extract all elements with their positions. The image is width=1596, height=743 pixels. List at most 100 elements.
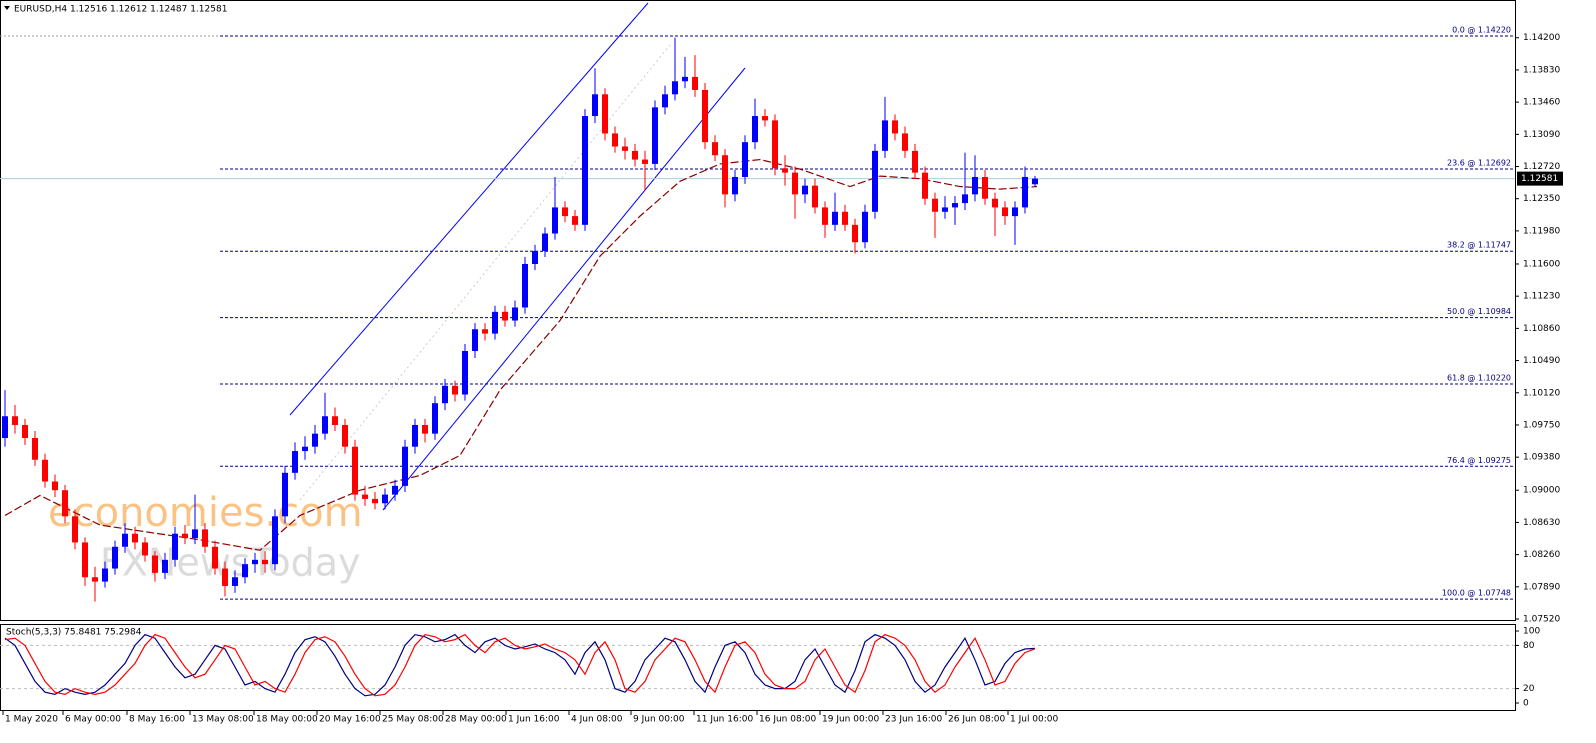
candle-body	[382, 494, 388, 504]
candle-body	[372, 498, 378, 504]
candle-body	[702, 89, 708, 143]
candle-body	[832, 211, 838, 225]
menu-arrow[interactable]	[4, 6, 10, 10]
x-tick-label: 20 May 16:00	[319, 715, 381, 725]
candle-body	[672, 81, 678, 95]
candle-body	[762, 116, 768, 121]
candle-body	[982, 176, 988, 199]
y-tick-label: 1.09750	[1523, 420, 1560, 430]
candle-body	[252, 559, 258, 565]
candle-body	[482, 329, 488, 334]
candle-body	[592, 94, 598, 117]
candle-body	[612, 133, 618, 147]
candle-body	[652, 107, 658, 164]
y-tick-label: 1.13830	[1523, 65, 1560, 75]
x-tick-label: 25 May 08:00	[382, 715, 444, 725]
candle-body	[52, 481, 58, 491]
candle-body	[842, 211, 848, 225]
candle-body	[732, 176, 738, 195]
x-tick-label: 11 Jun 16:00	[696, 715, 753, 725]
candle-body	[362, 494, 368, 499]
candle-body	[902, 133, 908, 151]
candle-body	[112, 546, 118, 569]
x-tick-label: 9 Jun 00:00	[633, 715, 685, 725]
x-tick-label: 19 Jun 00:00	[822, 715, 879, 725]
stoch-line	[4, 633, 1036, 697]
candle-body	[792, 172, 798, 195]
y-tick-label: 1.11980	[1523, 226, 1560, 236]
candle-body	[572, 216, 578, 225]
candle-body	[662, 94, 668, 108]
candle-body	[72, 516, 78, 543]
candle-body	[192, 529, 198, 539]
candle-body	[292, 451, 298, 473]
main-frame	[0, 0, 1516, 621]
y-tick-label: 1.12720	[1523, 162, 1560, 172]
moving-average	[4, 158, 1038, 551]
y-tick-label: 1.09000	[1523, 486, 1560, 496]
candle-body	[462, 350, 468, 395]
candle-body	[172, 533, 178, 560]
y-tick-label: 1.11600	[1523, 259, 1560, 269]
fib-label: 0.0 @ 1.14220	[1452, 26, 1511, 35]
candle-body	[922, 172, 928, 199]
candle-body	[552, 207, 558, 234]
candle-body	[422, 424, 428, 434]
candle-body	[32, 438, 38, 460]
candle-body	[1012, 207, 1018, 217]
x-tick-label: 28 May 00:00	[445, 715, 507, 725]
y-tick-label: 1.09380	[1523, 453, 1560, 463]
candle-body	[502, 311, 508, 321]
candle-body	[952, 203, 958, 208]
x-tick-label: 6 May 00:00	[65, 715, 121, 725]
candle-body	[872, 150, 878, 212]
candle-body	[582, 116, 588, 225]
candle-body	[822, 207, 828, 225]
channel-line	[289, 2, 649, 416]
candle-body	[142, 542, 148, 556]
candle-body	[42, 459, 48, 482]
candle-body	[232, 577, 238, 586]
candle-body	[62, 490, 68, 517]
chart-title: EURUSD,H4 1.12516 1.12612 1.12487 1.1258…	[14, 5, 227, 15]
candle-body	[622, 146, 628, 151]
candle-body	[642, 159, 648, 164]
candle-body	[152, 555, 158, 573]
candle-body	[772, 120, 778, 169]
fib-label: 23.6 @ 1.12692	[1447, 158, 1511, 167]
candle-body	[562, 207, 568, 217]
x-tick-label: 16 Jun 08:00	[759, 715, 816, 725]
candle-body	[162, 559, 168, 573]
candle-body	[322, 416, 328, 434]
candle-body	[752, 116, 758, 143]
candle-body	[262, 559, 268, 565]
candle-body	[912, 150, 918, 173]
x-tick-label: 13 May 08:00	[192, 715, 254, 725]
candle-body	[892, 120, 898, 134]
x-tick-label: 23 Jun 16:00	[885, 715, 942, 725]
stoch-tick-label: 100	[1523, 627, 1540, 637]
candle-body	[222, 568, 228, 586]
y-tick-label: 1.14200	[1523, 33, 1560, 43]
x-tick-label: 1 May 2020	[5, 715, 58, 725]
candle-body	[402, 446, 408, 486]
candle-body	[22, 424, 28, 439]
y-tick-label: 1.12350	[1523, 194, 1560, 204]
candle-body	[122, 533, 128, 547]
candle-body	[492, 311, 498, 334]
candle-body	[532, 250, 538, 264]
candle-body	[242, 564, 248, 578]
fib-label: 61.8 @ 1.10220	[1447, 374, 1511, 383]
candle-body	[302, 446, 308, 452]
channel-line	[382, 67, 746, 511]
stoch-tick-label: 80	[1523, 641, 1535, 651]
fib-label: 38.2 @ 1.11747	[1447, 241, 1511, 250]
candle-body	[852, 224, 858, 243]
y-tick-label: 1.07520	[1523, 615, 1560, 625]
candle-body	[522, 263, 528, 308]
candle-body	[472, 329, 478, 351]
candle-body	[882, 120, 888, 151]
x-tick-label: 18 May 00:00	[256, 715, 318, 725]
